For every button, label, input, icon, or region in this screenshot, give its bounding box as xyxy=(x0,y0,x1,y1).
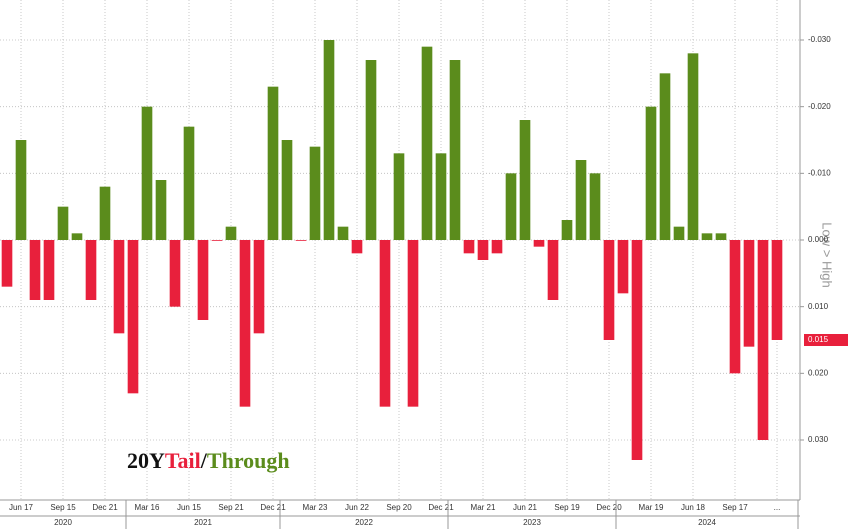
title-part: Through xyxy=(207,448,290,473)
bar xyxy=(211,240,223,241)
bar xyxy=(281,140,293,240)
x-tick-label: Sep 20 xyxy=(386,503,412,512)
chart-title: 20YTail/Through xyxy=(127,448,290,473)
title-part: Tail xyxy=(165,448,201,473)
bar xyxy=(505,173,517,240)
bar xyxy=(253,240,265,334)
bar xyxy=(1,240,13,287)
bar xyxy=(43,240,55,300)
bar xyxy=(575,160,587,240)
bar xyxy=(295,240,307,241)
y-tick-label: -0.030 xyxy=(808,35,831,44)
x-tick-label: Jun 18 xyxy=(681,503,706,512)
x-tick-label: Dec 21 xyxy=(260,503,286,512)
x-tick-label: Dec 21 xyxy=(428,503,454,512)
bar xyxy=(463,240,475,254)
y-tick-label: -0.020 xyxy=(808,102,831,111)
bar xyxy=(617,240,629,294)
bar xyxy=(757,240,769,440)
bar xyxy=(435,153,447,240)
bar xyxy=(85,240,97,300)
x-tick-label: Sep 17 xyxy=(722,503,748,512)
x-tick-label: Mar 19 xyxy=(639,503,664,512)
y-tick-label: -0.010 xyxy=(808,168,831,177)
bar xyxy=(323,40,335,240)
bar xyxy=(519,120,531,240)
x-tick-label: Dec 20 xyxy=(596,503,622,512)
bar xyxy=(477,240,489,260)
bar xyxy=(547,240,559,300)
x-year-label: 2024 xyxy=(698,518,716,527)
last-value-label: 0.015 xyxy=(808,335,829,344)
last-value-tag xyxy=(804,334,848,346)
x-tick-label: Jun 17 xyxy=(9,503,34,512)
bar xyxy=(197,240,209,320)
x-tick-label: Jun 22 xyxy=(345,503,370,512)
bar xyxy=(29,240,41,300)
bar xyxy=(169,240,181,307)
bar xyxy=(365,60,377,240)
title-part: 20Y xyxy=(127,448,165,473)
bar xyxy=(421,46,433,240)
bar xyxy=(99,186,111,240)
bar xyxy=(673,226,685,240)
x-tick-label: Mar 21 xyxy=(471,503,496,512)
bar xyxy=(603,240,615,340)
y-axis-label: Low > High xyxy=(820,222,835,287)
bar xyxy=(57,206,69,240)
x-tick-label: Sep 19 xyxy=(554,503,580,512)
bar xyxy=(561,220,573,240)
y-tick-label: 0.010 xyxy=(808,302,829,311)
bar xyxy=(71,233,83,240)
x-year-label: 2020 xyxy=(54,518,72,527)
x-tick-label: Mar 16 xyxy=(135,503,160,512)
bar xyxy=(645,106,657,241)
bar xyxy=(183,126,195,240)
bar xyxy=(631,240,643,460)
bar xyxy=(729,240,741,374)
y-tick-label: 0.020 xyxy=(808,368,829,377)
title-part: / xyxy=(200,448,208,473)
bar xyxy=(239,240,251,407)
x-year-label: 2021 xyxy=(194,518,212,527)
bar xyxy=(155,180,167,240)
bar xyxy=(351,240,363,254)
bar xyxy=(267,86,279,241)
x-tick-label: ... xyxy=(774,503,781,512)
bar xyxy=(491,240,503,254)
bar xyxy=(141,106,153,241)
bar xyxy=(393,153,405,240)
x-tick-label: Sep 15 xyxy=(50,503,76,512)
bar xyxy=(127,240,139,394)
x-year-label: 2023 xyxy=(523,518,541,527)
bar xyxy=(309,146,321,240)
x-year-label: 2022 xyxy=(355,518,373,527)
bar xyxy=(337,226,349,240)
x-tick-label: Mar 23 xyxy=(303,503,328,512)
bar xyxy=(687,53,699,241)
bar xyxy=(407,240,419,407)
bar xyxy=(15,140,27,240)
x-tick-label: Dec 21 xyxy=(92,503,118,512)
bar xyxy=(715,233,727,240)
y-tick-label: 0.000 xyxy=(808,235,829,244)
bar xyxy=(743,240,755,347)
bar xyxy=(533,240,545,247)
x-tick-label: Sep 21 xyxy=(218,503,244,512)
bar xyxy=(701,233,713,240)
bar xyxy=(659,73,671,240)
bar xyxy=(225,226,237,240)
x-tick-label: Jun 21 xyxy=(513,503,538,512)
bar xyxy=(449,60,461,240)
bar xyxy=(589,173,601,240)
bar xyxy=(113,240,125,334)
x-tick-label: Jun 15 xyxy=(177,503,202,512)
y-tick-label: 0.030 xyxy=(808,435,829,444)
bar xyxy=(379,240,391,407)
bar xyxy=(771,240,783,340)
